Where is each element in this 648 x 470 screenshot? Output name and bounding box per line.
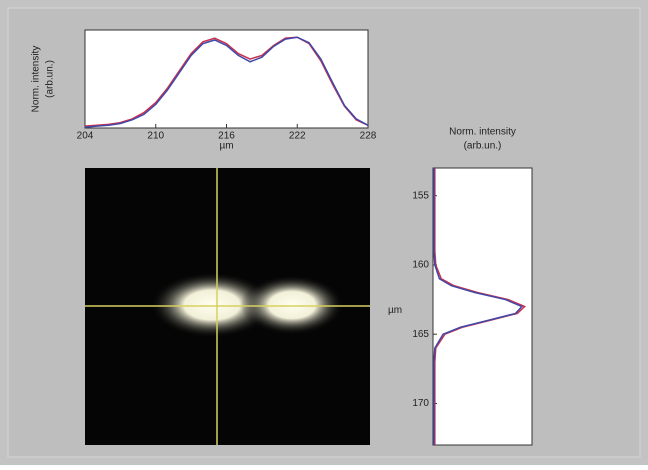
profile-line bbox=[84, 36, 369, 127]
y-axis-label: Norm. intensity bbox=[31, 46, 42, 113]
y-tick-label: 165 bbox=[412, 329, 429, 340]
y-axis-label: µm bbox=[388, 305, 402, 316]
y-tick-label: 160 bbox=[412, 260, 429, 271]
x-tick-label: 210 bbox=[147, 131, 164, 142]
y-tick-label: 170 bbox=[412, 398, 429, 409]
plot-title: (arb.un.) bbox=[464, 141, 502, 152]
x-tick-label: 222 bbox=[289, 131, 306, 142]
x-axis-label: µm bbox=[219, 141, 233, 152]
y-axis-label: (arb.un.) bbox=[45, 60, 56, 98]
x-tick-label: 228 bbox=[360, 131, 377, 142]
plot-title: Norm. intensity bbox=[449, 127, 516, 138]
spot bbox=[150, 272, 274, 338]
y-tick-label: 155 bbox=[412, 190, 429, 201]
x-tick-label: 204 bbox=[77, 131, 94, 142]
plot-area bbox=[432, 167, 533, 446]
spot bbox=[240, 275, 344, 335]
profile-line bbox=[433, 168, 524, 445]
x-tick-label: 216 bbox=[218, 131, 235, 142]
profile-line bbox=[434, 168, 527, 445]
profile-line bbox=[84, 36, 369, 128]
